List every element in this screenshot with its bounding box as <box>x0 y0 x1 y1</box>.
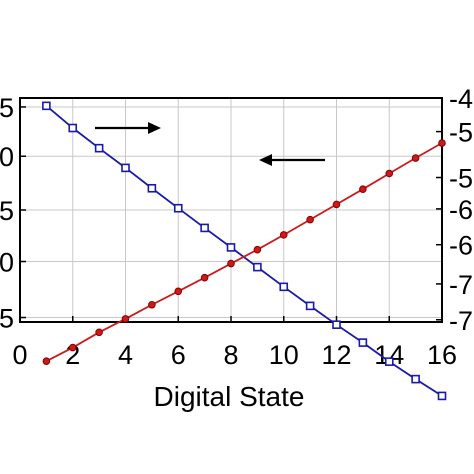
x-tick-label: 16 <box>427 340 457 370</box>
x-tick-label: 6 <box>171 340 186 370</box>
data-point <box>173 203 183 213</box>
series-red-circles <box>42 139 446 366</box>
arrow-left-right-axis <box>259 154 325 166</box>
y-right-tick-label: -6 <box>449 195 473 225</box>
series-layer <box>42 101 447 401</box>
data-point <box>95 328 103 337</box>
data-point <box>332 200 341 209</box>
data-point <box>411 374 420 384</box>
data-point <box>359 185 367 193</box>
y-left-tick-label: 5 <box>0 196 14 226</box>
data-point <box>121 315 130 323</box>
data-point <box>121 163 130 173</box>
data-point <box>305 301 315 311</box>
data-point <box>253 262 262 272</box>
data-point <box>226 243 236 252</box>
x-tick-label: 8 <box>223 340 238 370</box>
arrow-head <box>259 154 272 166</box>
y-axis-right-ticks: -4-5-5-6-6-7-7 <box>436 84 473 336</box>
data-point <box>68 123 78 133</box>
x-tick-label: 0 <box>12 340 27 370</box>
data-point <box>68 343 77 352</box>
x-tick-label: 4 <box>118 340 133 370</box>
y-left-tick-label: 0 <box>0 248 14 278</box>
y-right-tick-label: -7 <box>449 270 473 300</box>
y-left-tick-label: 0 <box>0 142 14 172</box>
data-point <box>279 282 289 292</box>
data-point <box>306 215 314 224</box>
arrow-head <box>148 122 161 134</box>
data-point <box>437 391 447 401</box>
y-left-tick-label: 5 <box>0 93 14 123</box>
y-right-tick-label: -6 <box>449 231 473 261</box>
data-point <box>227 259 235 268</box>
x-tick-label: 12 <box>321 340 351 370</box>
y-right-tick-label: -4 <box>449 84 473 114</box>
data-point <box>358 338 368 347</box>
data-point <box>42 101 51 111</box>
arrow-right-left-axis <box>95 122 161 134</box>
y-left-tick-label: 5 <box>0 304 14 334</box>
data-point <box>438 139 446 147</box>
data-point <box>200 273 209 282</box>
x-tick-label: 10 <box>269 340 299 370</box>
data-point <box>147 183 157 193</box>
data-point <box>384 357 394 366</box>
data-point <box>279 231 288 239</box>
data-point <box>385 169 394 178</box>
direction-arrows <box>95 122 325 166</box>
data-point <box>94 143 104 153</box>
series-line <box>45 142 443 362</box>
data-point <box>174 287 183 296</box>
y-right-tick-label: -5 <box>449 118 473 148</box>
data-point <box>200 223 209 233</box>
data-point <box>411 154 420 162</box>
y-right-tick-label: -5 <box>449 164 473 194</box>
data-point <box>42 357 51 366</box>
x-axis-label: Digital State <box>154 381 305 412</box>
data-point <box>253 245 262 254</box>
data-point <box>332 320 341 329</box>
data-point <box>148 300 156 309</box>
y-right-tick-label: -7 <box>449 306 473 336</box>
y-axis-left-ticks: 5 0 5 0 5 <box>0 93 26 334</box>
grid-lines <box>19 98 443 322</box>
